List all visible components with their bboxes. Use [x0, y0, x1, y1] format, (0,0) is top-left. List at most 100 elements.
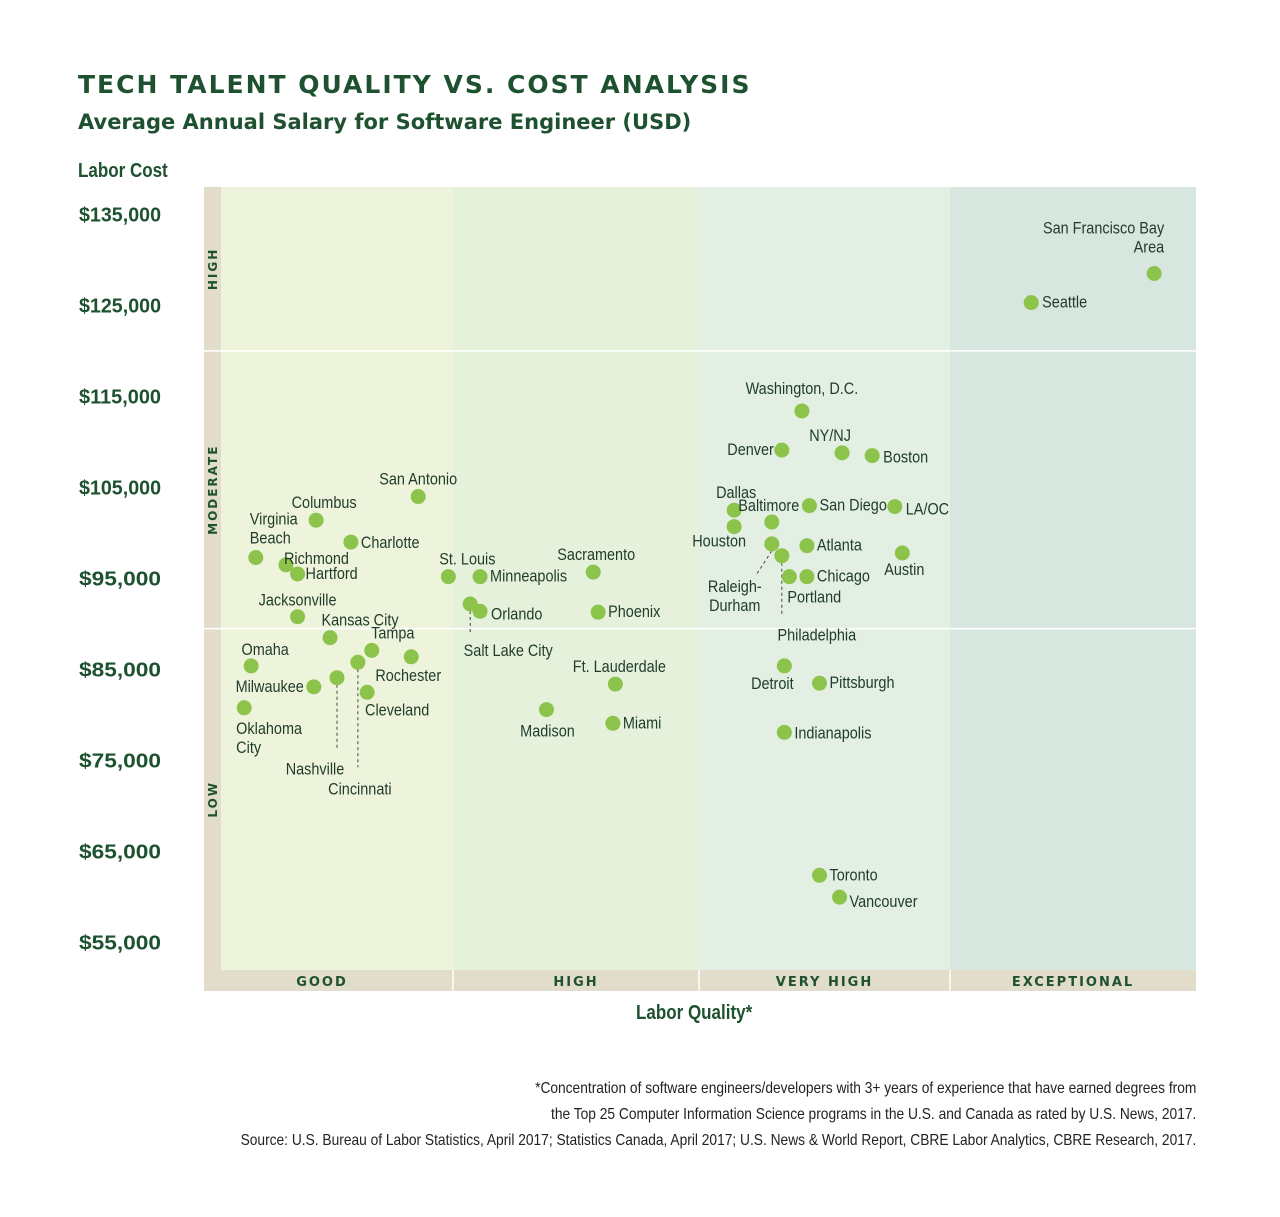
quality-category-label: VERY HIGH — [776, 975, 873, 990]
data-point-minneapolis — [472, 569, 488, 585]
data-label-portland: Portland — [787, 589, 841, 607]
y-tick-label: $95,000 — [79, 569, 161, 591]
data-point-washington-d-c — [794, 403, 810, 419]
data-label-san-antonio: San Antonio — [379, 471, 457, 489]
data-label-salt-lake-city: Salt Lake City — [464, 642, 553, 660]
y-axis-strip — [204, 187, 221, 991]
data-label-omaha: Omaha — [241, 641, 289, 659]
data-label-oklahoma-city: City — [236, 739, 261, 757]
data-label-dallas: Dallas — [716, 484, 756, 502]
data-point-hartford — [290, 566, 306, 582]
data-label-hartford: Hartford — [306, 565, 358, 583]
data-label-tampa: Tampa — [371, 624, 415, 642]
data-label-cincinnati: Cincinnati — [328, 780, 391, 798]
chart-subtitle: Average Annual Salary for Software Engin… — [78, 110, 692, 134]
data-point-sacramento — [585, 564, 601, 580]
data-point-baltimore — [764, 514, 780, 530]
data-label-pittsburgh: Pittsburgh — [829, 674, 894, 692]
quality-band-good — [221, 187, 453, 970]
data-label-houston: Houston — [692, 533, 746, 551]
data-point-st-louis — [440, 569, 456, 585]
footnote-line-1: *Concentration of software engineers/dev… — [534, 1080, 1196, 1097]
data-label-baltimore: Baltimore — [738, 497, 799, 515]
data-label-richmond: Richmond — [284, 550, 349, 568]
data-point-oklahoma-city — [236, 700, 252, 716]
data-point-vancouver — [832, 889, 848, 905]
data-point-milwaukee — [306, 679, 322, 695]
data-point-ny-nj — [834, 445, 850, 461]
data-label-rochester: Rochester — [375, 667, 441, 685]
data-point-kansas-city — [322, 630, 338, 646]
data-point-houston — [726, 519, 742, 535]
data-point-la-oc — [887, 499, 903, 515]
data-label-san-francisco-bay-area: San Francisco Bay — [1043, 219, 1164, 237]
y-tick-label: $115,000 — [79, 386, 161, 408]
y-tick-label: $125,000 — [79, 295, 161, 317]
data-label-seattle: Seattle — [1042, 294, 1087, 312]
data-point-pittsburgh — [811, 675, 827, 691]
data-point-virginia-beach — [248, 550, 264, 566]
data-point-dallas — [726, 502, 742, 518]
data-point-raleigh-durham — [764, 536, 780, 552]
data-label-austin: Austin — [884, 561, 924, 579]
data-point-richmond — [278, 557, 294, 573]
data-label-san-diego: San Diego — [819, 497, 887, 515]
quality-band-exceptional — [950, 187, 1196, 970]
data-point-atlanta — [799, 538, 815, 554]
footnote: *Concentration of software engineers/dev… — [240, 1076, 1196, 1154]
data-label-detroit: Detroit — [751, 675, 794, 693]
data-point-san-francisco-bay-area — [1146, 265, 1162, 281]
data-label-virginia-beach: Virginia — [250, 511, 298, 529]
data-point-denver — [774, 442, 790, 458]
data-label-la-oc: LA/OC — [906, 501, 949, 519]
data-label-raleigh-durham: Durham — [709, 597, 760, 615]
data-label-jacksonville: Jacksonville — [259, 592, 337, 610]
data-point-orlando — [472, 603, 488, 619]
data-point-columbus — [308, 512, 324, 528]
cost-band-label: MODERATE — [206, 445, 220, 535]
data-point-ft-lauderdale — [607, 676, 623, 692]
data-point-nashville — [329, 670, 345, 686]
quality-category-label: GOOD — [296, 975, 348, 990]
data-point-philadelphia — [774, 548, 790, 564]
data-label-san-francisco-bay-area: Area — [1134, 238, 1165, 256]
data-label-philadelphia: Philadelphia — [777, 627, 856, 645]
cost-band-label: HIGH — [206, 248, 220, 290]
data-point-phoenix — [590, 604, 606, 620]
data-point-miami — [605, 715, 621, 731]
data-label-cleveland: Cleveland — [365, 701, 429, 719]
data-label-madison: Madison — [520, 723, 575, 741]
y-tick-label: $55,000 — [79, 933, 161, 955]
quality-category-label: HIGH — [553, 975, 598, 990]
data-label-nashville: Nashville — [286, 761, 345, 779]
data-label-ft-lauderdale: Ft. Lauderdale — [573, 658, 666, 676]
data-point-indianapolis — [776, 724, 792, 740]
quality-band-high — [453, 187, 699, 970]
data-label-atlanta: Atlanta — [817, 537, 862, 555]
data-point-charlotte — [343, 534, 359, 550]
data-point-detroit — [776, 658, 792, 674]
data-label-st-louis: St. Louis — [439, 551, 495, 569]
y-tick-label: $105,000 — [79, 477, 161, 499]
data-label-kansas-city: Kansas City — [322, 612, 399, 630]
data-label-raleigh-durham: Raleigh- — [708, 578, 762, 596]
footnote-line-2: the Top 25 Computer Information Science … — [550, 1106, 1196, 1123]
data-point-jacksonville — [290, 609, 306, 625]
y-tick-label: $65,000 — [79, 842, 161, 864]
data-label-orlando: Orlando — [491, 605, 543, 623]
data-point-san-diego — [801, 498, 817, 514]
footnote-line-3: Source: U.S. Bureau of Labor Statistics,… — [240, 1132, 1196, 1149]
y-tick-label: $135,000 — [79, 204, 161, 226]
data-label-toronto: Toronto — [829, 866, 877, 884]
data-point-cleveland — [359, 684, 375, 700]
data-point-san-antonio — [410, 489, 426, 505]
data-point-portland — [781, 569, 797, 585]
data-point-toronto — [811, 867, 827, 883]
data-label-columbus: Columbus — [292, 494, 357, 512]
data-label-oklahoma-city: Oklahoma — [236, 720, 302, 738]
data-label-boston: Boston — [883, 449, 928, 467]
data-label-vancouver: Vancouver — [850, 893, 918, 911]
data-point-chicago — [799, 569, 815, 585]
data-label-chicago: Chicago — [817, 568, 870, 586]
